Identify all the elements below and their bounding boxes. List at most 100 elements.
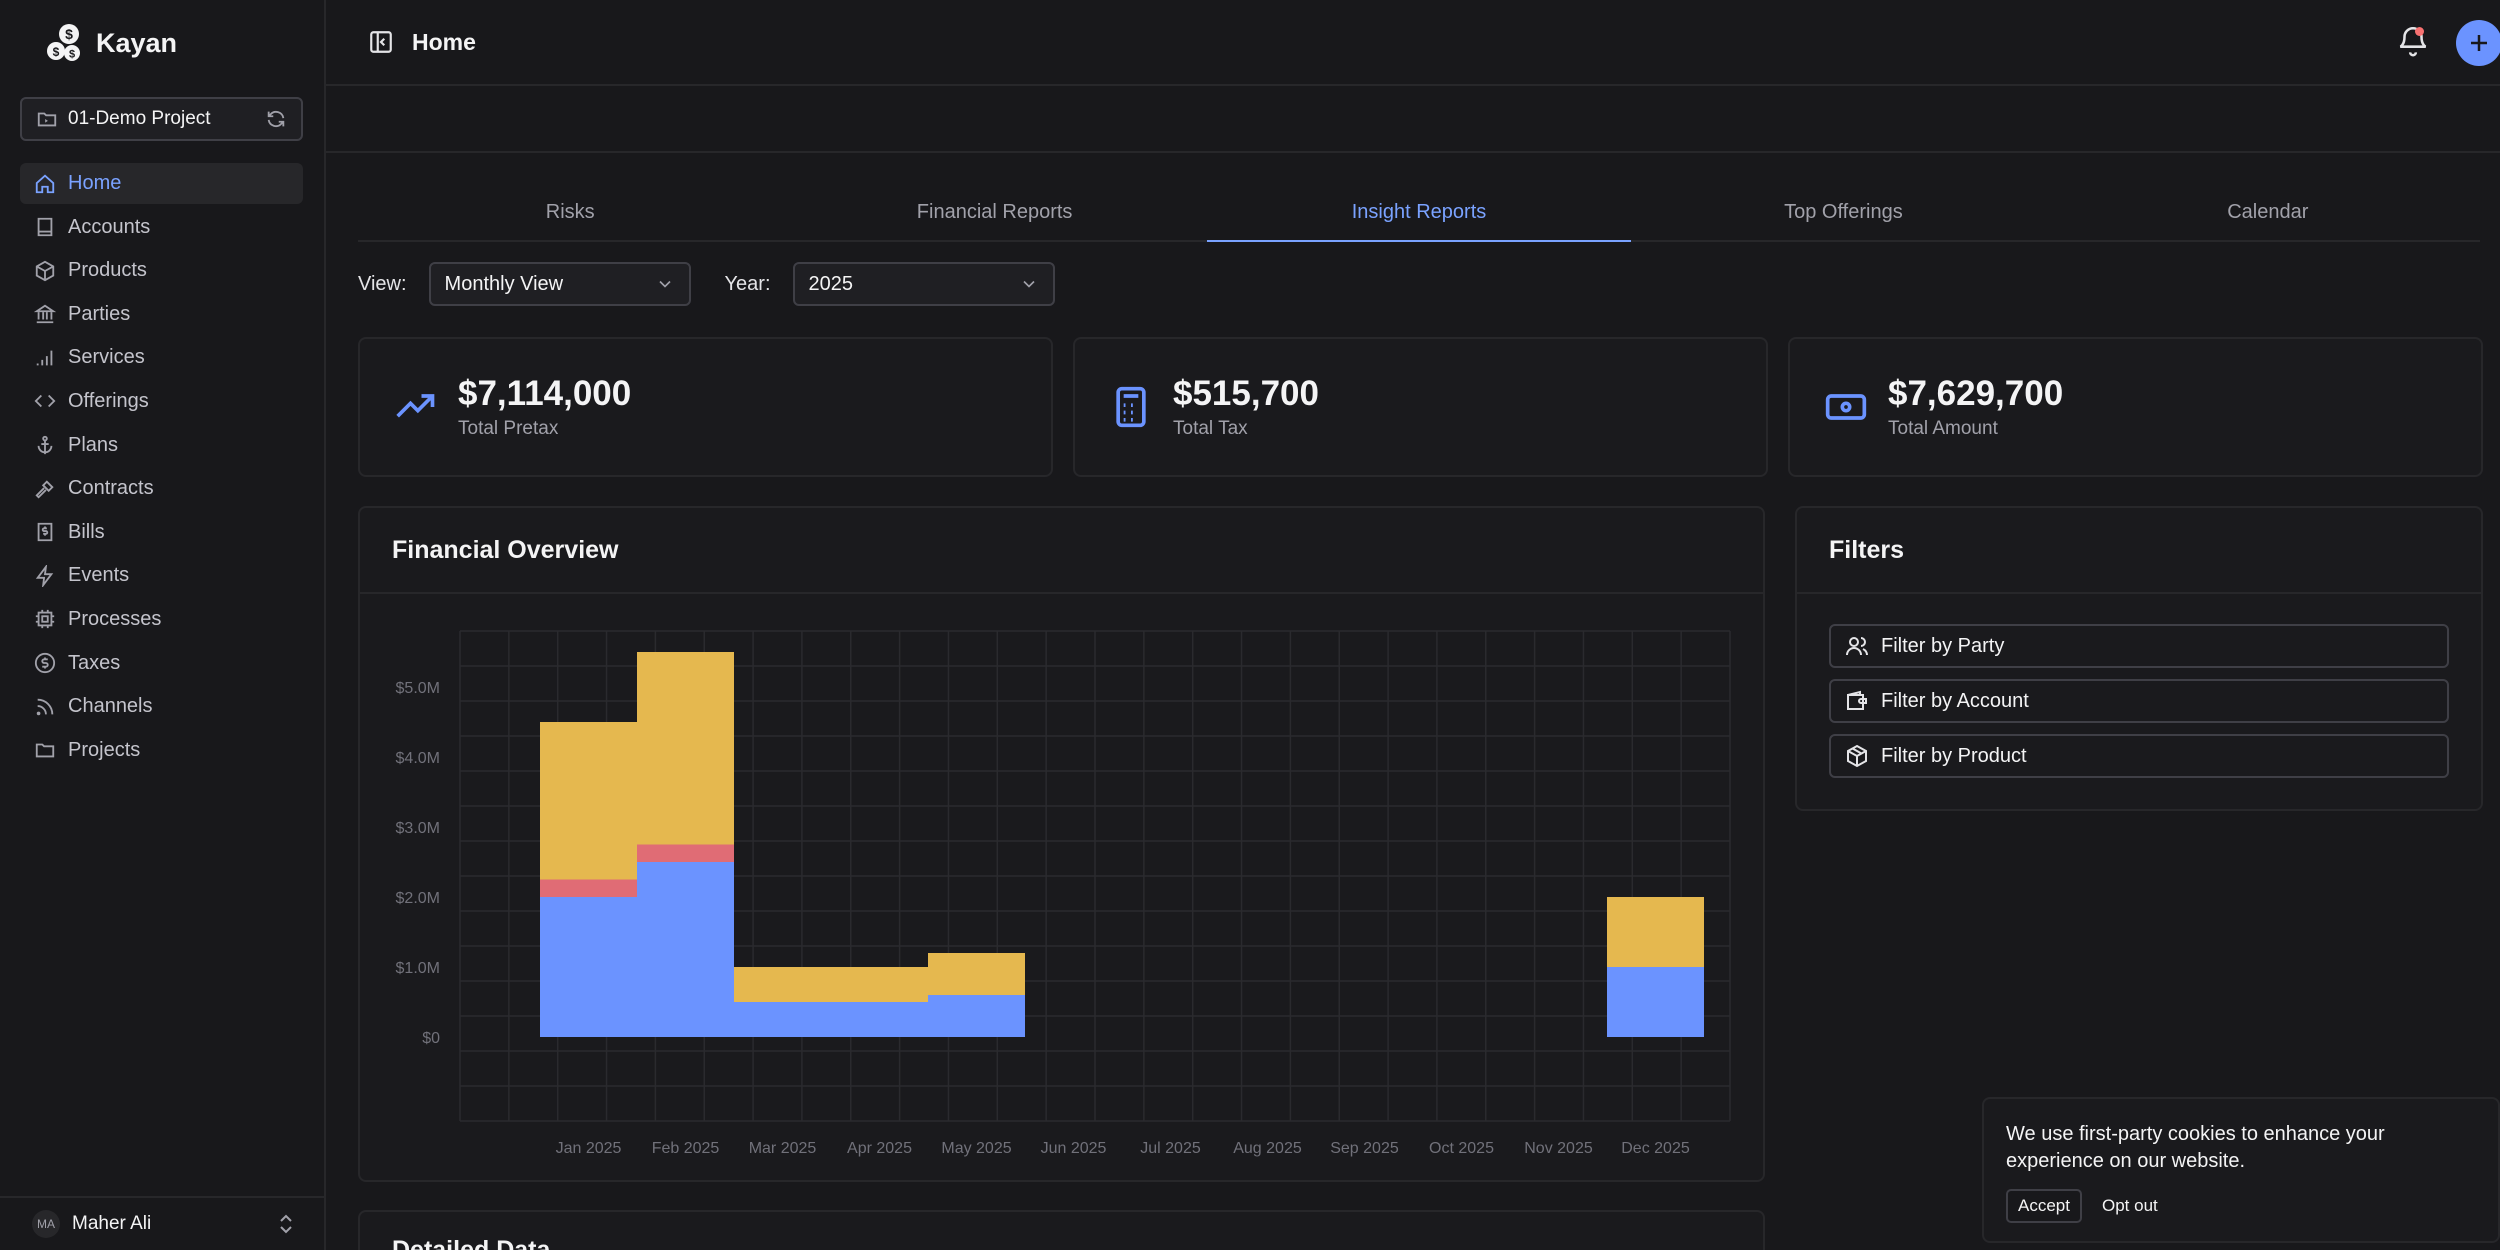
filter-by-account-button[interactable]: Filter by Account — [1829, 679, 2449, 723]
code-icon — [34, 395, 56, 408]
y-tick-label: $0 — [422, 1030, 440, 1047]
package-icon — [1847, 744, 1867, 768]
sidebar-item-label: Home — [68, 172, 122, 194]
y-tick-label: $1.0M — [396, 960, 440, 977]
filter-label: Filter by Product — [1881, 744, 2027, 767]
kpi-label: Total Amount — [1888, 418, 1998, 439]
year-label: Year: — [724, 272, 771, 295]
y-tick-label: $4.0M — [396, 750, 440, 767]
kpi-value: $7,114,000 — [458, 374, 632, 413]
header: Home — [326, 0, 2500, 86]
plus-icon — [2471, 35, 2487, 51]
bolt-icon — [35, 564, 54, 587]
sidebar-item-products[interactable]: Products — [20, 250, 303, 291]
bar-segment-0[interactable] — [928, 995, 1025, 1037]
filter-by-product-button[interactable]: Filter by Product — [1829, 734, 2449, 778]
folder-icon — [37, 112, 57, 127]
x-tick-label: Mar 2025 — [749, 1140, 817, 1157]
tab-risks[interactable]: Risks — [545, 201, 595, 223]
opt-out-button[interactable]: Opt out — [2101, 1196, 2158, 1215]
bar-segment-0[interactable] — [734, 1002, 831, 1037]
refresh-icon[interactable] — [265, 108, 287, 130]
book-icon — [37, 217, 53, 237]
sidebar-item-parties[interactable]: Parties — [20, 294, 303, 335]
year-select[interactable]: 2025 — [792, 262, 1055, 306]
sidebar-item-events[interactable]: Events — [20, 555, 303, 596]
sidebar-item-services[interactable]: Services — [20, 337, 303, 378]
bar-segment-2[interactable] — [928, 953, 1025, 995]
notifications-button[interactable] — [2396, 24, 2430, 58]
svg-text:$: $ — [69, 49, 75, 61]
sidebar-item-channels[interactable]: Channels — [20, 686, 303, 727]
sidebar-item-label: Accounts — [68, 215, 151, 238]
tab-calendar[interactable]: Calendar — [2227, 201, 2309, 223]
users-icon — [1846, 637, 1868, 656]
chevron-down-icon — [1022, 280, 1035, 288]
notification-dot — [2415, 27, 2424, 36]
x-tick-label: Feb 2025 — [652, 1140, 720, 1157]
tab-top-offerings[interactable]: Top Offerings — [1784, 201, 1903, 223]
x-tick-label: Apr 2025 — [847, 1140, 912, 1157]
sidebar-item-home[interactable]: Home — [20, 163, 303, 204]
sidebar-toggle-icon[interactable] — [368, 29, 394, 55]
project-selector[interactable]: 01-Demo Project — [20, 97, 303, 141]
sidebar-item-processes[interactable]: Processes — [20, 599, 303, 640]
tab-insight-reports[interactable]: Insight Reports — [1206, 188, 1632, 242]
wallet-icon — [1847, 690, 1867, 710]
dollar-circle-icon — [34, 652, 56, 674]
sidebar-item-label: Plans — [68, 433, 119, 456]
sidebar-item-accounts[interactable]: Accounts — [20, 207, 303, 248]
receipt-dollar-icon — [37, 523, 53, 542]
accept-cookies-button[interactable]: Accept — [2006, 1189, 2082, 1223]
bar-segment-0[interactable] — [1607, 967, 1704, 1037]
kpi-value: $515,700 — [1173, 374, 1319, 413]
chevron-up-down-icon — [280, 1214, 292, 1234]
bar-segment-2[interactable] — [831, 967, 928, 1002]
financial-overview-chart: $0 $1.0M $2.0M $3.0M $4.0M $5.0M Jan 2025 Feb 2… — [396, 630, 1731, 1157]
sidebar-item-contracts[interactable]: Contracts — [20, 468, 303, 509]
kpi-total-tax: $515,700 Total Tax — [1073, 337, 1768, 477]
svg-text:$: $ — [53, 45, 60, 59]
sidebar-item-label: Contracts — [68, 477, 154, 500]
kpi-label: Total Tax — [1173, 418, 1248, 439]
bar-segment-2[interactable] — [734, 967, 831, 1002]
sidebar-item-label: Services — [68, 346, 145, 369]
view-select-value: Monthly View — [444, 272, 564, 295]
box-icon — [35, 260, 55, 281]
bar-segment-0[interactable] — [637, 862, 734, 1037]
sidebar-item-projects[interactable]: Projects — [20, 730, 303, 771]
cookie-actions: Accept Opt out — [2006, 1189, 2476, 1223]
add-button[interactable] — [2456, 20, 2500, 66]
bar-segment-0[interactable] — [831, 1002, 928, 1037]
page-title: Home — [412, 28, 476, 55]
bar-segment-2[interactable] — [540, 722, 637, 880]
view-select[interactable]: Monthly View — [428, 262, 691, 306]
user-menu[interactable]: MA Maher Ali — [0, 1196, 326, 1250]
user-name: Maher Ali — [72, 1213, 152, 1234]
sidebar-item-offerings[interactable]: Offerings — [20, 381, 303, 422]
x-tick-label: Aug 2025 — [1233, 1140, 1302, 1157]
trending-up-icon — [396, 394, 435, 418]
cpu-icon — [35, 610, 55, 629]
bar-segment-2[interactable] — [1607, 897, 1704, 967]
view-controls: View: Monthly View Year: 2025 — [358, 262, 1089, 306]
y-tick-label: $3.0M — [396, 820, 440, 837]
sidebar-item-plans[interactable]: Plans — [20, 425, 303, 466]
bar-segment-1[interactable] — [540, 879, 637, 898]
sidebar-item-taxes[interactable]: Taxes — [20, 643, 303, 684]
sidebar-item-label: Offerings — [68, 389, 149, 412]
tab-financial-reports[interactable]: Financial Reports — [916, 201, 1073, 223]
anchor-icon — [37, 435, 53, 455]
x-tick-label: Dec 2025 — [1621, 1140, 1690, 1157]
sidebar-item-bills[interactable]: Bills — [20, 512, 303, 553]
kpi-label: Total Pretax — [458, 418, 559, 439]
bar-segment-0[interactable] — [540, 897, 637, 1037]
home-icon — [35, 174, 55, 193]
brand[interactable]: $ $ $ Kayan — [44, 22, 177, 64]
bar-segment-2[interactable] — [637, 652, 734, 845]
kpi-total-amount: $7,629,700 Total Amount — [1788, 337, 2483, 477]
bar-segment-1[interactable] — [637, 844, 734, 863]
svg-text:$: $ — [65, 26, 73, 42]
chevron-down-icon — [658, 280, 671, 288]
filter-by-party-button[interactable]: Filter by Party — [1829, 624, 2449, 668]
